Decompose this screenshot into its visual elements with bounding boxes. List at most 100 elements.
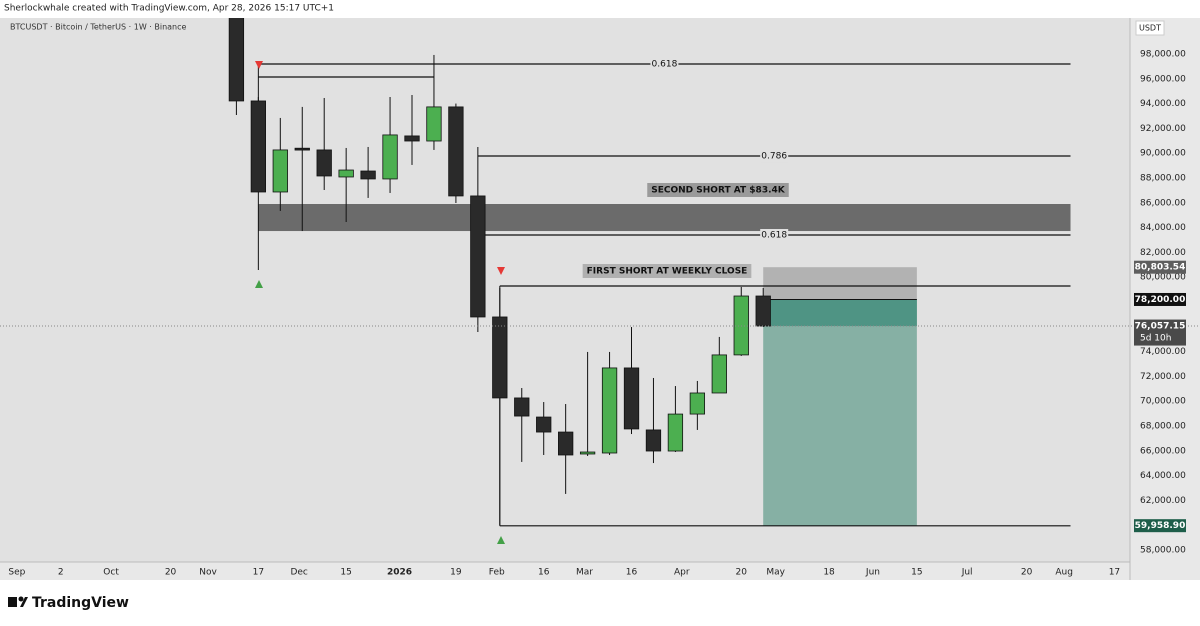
- candle-body: [755, 295, 771, 327]
- level-label: 0.618: [652, 60, 678, 70]
- plot-bg: [0, 18, 1130, 562]
- logo: TradingView: [8, 595, 129, 611]
- y-tick-label: 68,000.00: [1140, 421, 1186, 431]
- candle-body: [514, 397, 530, 417]
- price-tag-label: 80,803.54: [1135, 263, 1186, 273]
- logo-mark: [8, 597, 17, 607]
- y-tick-label: 66,000.00: [1140, 446, 1186, 456]
- x-tick-label: 16: [626, 568, 638, 578]
- x-tick-label: Jun: [865, 568, 880, 578]
- price-tag: [1134, 260, 1186, 274]
- candle-body: [426, 106, 442, 142]
- candle-body: [558, 431, 574, 456]
- symbol-title: BTCUSDT · Bitcoin / TetherUS · 1W · Bina…: [10, 23, 187, 32]
- plot: 0.618 0.786 0.618 SECOND SHORT AT $83.4K FIR…: [228, 18, 1071, 527]
- stop-zone: [763, 267, 917, 300]
- candle-body: [689, 392, 706, 415]
- currency: USDT: [1139, 24, 1161, 33]
- candle-body: [470, 195, 486, 318]
- currency-box: [1135, 20, 1165, 36]
- x-tick-label: Sep: [8, 568, 25, 578]
- x-tick-label: 2026: [387, 568, 412, 578]
- logo-mark: [18, 596, 24, 602]
- y-tick-label: 64,000.00: [1140, 471, 1186, 481]
- x-tick-label: 20: [1021, 568, 1033, 578]
- buy-marker: [255, 280, 263, 288]
- y-tick-label: 84,000.00: [1140, 223, 1186, 233]
- y-tick-label: 74,000.00: [1140, 347, 1186, 357]
- x-tick-label: 19: [450, 568, 462, 578]
- x-tick-label: Mar: [576, 568, 593, 578]
- x-tick-label: 20: [736, 568, 748, 578]
- x-tick-label: 16: [538, 568, 550, 578]
- y-tick-label: 82,000.00: [1140, 248, 1186, 258]
- x-tick-label: May: [766, 568, 785, 578]
- candle-body: [667, 413, 684, 452]
- level-label: 0.786: [761, 152, 787, 162]
- y-tick-label: 90,000.00: [1140, 149, 1186, 159]
- candle-body: [404, 135, 420, 142]
- candle-body: [536, 416, 552, 433]
- level-label: 0.618: [761, 231, 787, 241]
- resistance-zone: [258, 204, 1071, 232]
- sell-marker: [255, 61, 263, 69]
- y-tick-label: 70,000.00: [1140, 397, 1186, 407]
- time-axis-bg: [0, 562, 1130, 580]
- x-tick-label: Nov: [199, 568, 217, 578]
- price-tag-label: 59,958.90: [1135, 521, 1186, 531]
- x-tick-label: 17: [253, 568, 264, 578]
- annotation: FIRST SHORT AT WEEKLY CLOSE: [587, 267, 748, 277]
- x-tick-label: 17: [1109, 568, 1120, 578]
- y-tick-label: 86,000.00: [1140, 198, 1186, 208]
- y-tick-label: 94,000.00: [1140, 99, 1186, 109]
- price-tag: [1134, 519, 1186, 533]
- x-tick-label: Oct: [103, 568, 119, 578]
- candle-body: [338, 169, 354, 178]
- candle-body: [623, 367, 640, 430]
- buy-marker: [497, 536, 505, 544]
- x-tick-label: Jul: [961, 568, 973, 578]
- y-tick-label: 98,000.00: [1140, 49, 1186, 59]
- x-tick-label: Dec: [290, 568, 307, 578]
- y-tick-label: 80,000.00: [1140, 273, 1186, 283]
- price-tag: [1134, 292, 1186, 306]
- y-tick-label: 92,000.00: [1140, 124, 1186, 134]
- x-tick-label: 18: [823, 568, 835, 578]
- level-label-bg: [650, 58, 679, 71]
- level-label-bg: [760, 150, 789, 163]
- sell-marker: [497, 267, 505, 275]
- candle-body: [601, 367, 618, 454]
- x-tick-label: Apr: [674, 568, 690, 578]
- target-zone: [763, 299, 917, 526]
- candle-body: [711, 354, 727, 394]
- candle-body: [382, 134, 398, 180]
- candle-body: [645, 429, 662, 452]
- logo-mark: [20, 597, 28, 607]
- countdown: 5d 10h: [1140, 334, 1171, 344]
- credit: Sherlockwhale created with TradingView.c…: [4, 4, 334, 14]
- y-tick-label: 62,000.00: [1140, 496, 1186, 506]
- candle-body: [448, 106, 464, 197]
- price-tag: [1134, 319, 1186, 346]
- y-tick-label: 88,000.00: [1140, 173, 1186, 183]
- x-tick-label: 2: [58, 568, 64, 578]
- x-tick-label: Feb: [489, 568, 505, 578]
- price-tag-label: 78,200.00: [1135, 295, 1186, 305]
- annotation: SECOND SHORT AT $83.4K: [651, 186, 785, 196]
- y-tick-label: 72,000.00: [1140, 372, 1186, 382]
- candle-body: [360, 170, 376, 180]
- candle-body: [250, 100, 266, 193]
- annotation-bg: [647, 183, 789, 197]
- x-tick-label: Aug: [1055, 568, 1073, 578]
- y-tick-label: 58,000.00: [1140, 545, 1186, 555]
- price-tag-label: 76,057.15: [1135, 322, 1186, 332]
- candle-body: [733, 295, 749, 356]
- open-profit: [763, 299, 917, 327]
- candle-body: [272, 149, 288, 193]
- markers: [255, 61, 505, 544]
- x-tick-label: 15: [911, 568, 922, 578]
- level-label-bg: [760, 229, 789, 242]
- candle-body: [316, 149, 332, 177]
